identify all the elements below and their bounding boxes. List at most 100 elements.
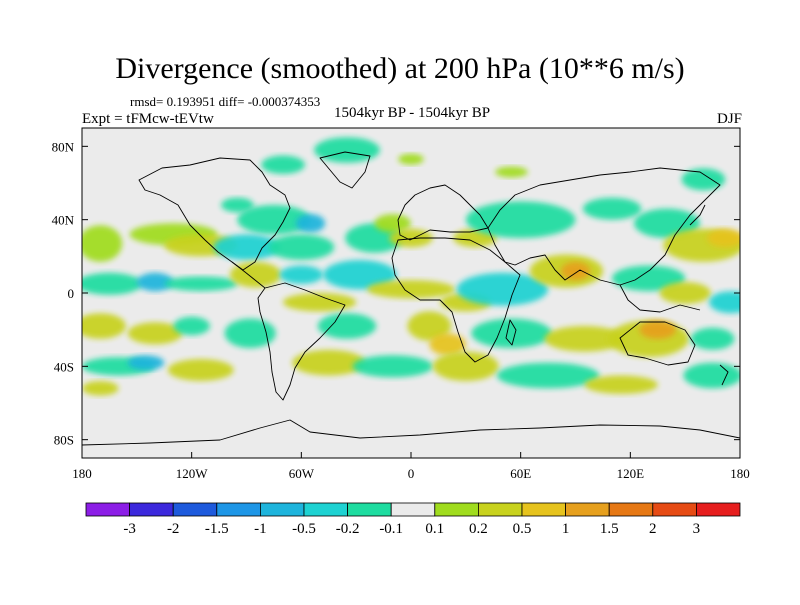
- divergence-blob-19: [634, 208, 700, 238]
- coastline-central-america: [231, 261, 266, 289]
- divergence-blob-21: [707, 228, 740, 248]
- divergence-blob-26: [279, 265, 324, 284]
- divergence-blob-56: [584, 375, 658, 394]
- divergence-blob-17: [465, 201, 576, 238]
- divergence-blob-31: [456, 272, 549, 306]
- divergence-blob-23: [136, 272, 174, 292]
- colorbar-swatch-3: [216, 502, 261, 517]
- x-tick-label-6: 180: [730, 466, 750, 481]
- coastline-new-zealand: [719, 364, 729, 386]
- colorbar-label-9: 0.5: [513, 521, 532, 537]
- x-tick-label-2: 60W: [289, 466, 315, 481]
- divergence-blob-28: [323, 260, 397, 290]
- divergence-blob-51: [167, 359, 234, 381]
- y-tick-label-4: 80S: [54, 433, 74, 448]
- divergence-blob-7: [295, 214, 326, 233]
- divergence-blob-11: [213, 234, 280, 260]
- colorbar-swatch-6: [347, 502, 392, 517]
- coastline-antarctica: [82, 419, 740, 446]
- divergence-blob-55: [496, 362, 600, 389]
- coastline-asia: [487, 167, 721, 286]
- colorbar-swatch-11: [565, 502, 610, 517]
- y-tick-label-2: 0: [68, 286, 75, 301]
- coastline-south-america: [257, 282, 346, 401]
- period-label: 1504kyr BP - 1504kyr BP: [333, 105, 491, 121]
- colorbar-label-3: -1: [254, 521, 267, 537]
- colorbar-swatch-14: [696, 502, 741, 517]
- colorbar-swatch-4: [259, 502, 305, 517]
- divergence-blob-54: [432, 351, 499, 381]
- divergence-blob-57: [683, 362, 740, 389]
- colorbar-swatch-10: [521, 502, 566, 517]
- coastline-madagascar: [505, 319, 517, 346]
- x-tick-label-1: 120W: [176, 466, 209, 481]
- divergence-blob-40: [224, 318, 276, 348]
- colorbar-label-0: -3: [123, 521, 136, 537]
- colorbar-swatch-13: [652, 502, 697, 517]
- x-tick-label-3: 0: [408, 466, 415, 481]
- divergence-blob-5: [221, 197, 254, 213]
- experiment-label: Expt = tFMcw-tEVtw: [82, 111, 214, 127]
- colorbar-swatch-12: [608, 502, 654, 517]
- divergence-blob-41: [317, 313, 377, 339]
- colorbar-label-1: -2: [167, 521, 180, 537]
- divergence-blob-22: [82, 272, 143, 295]
- x-tick-label-4: 60E: [510, 466, 531, 481]
- coastline-japan: [689, 204, 706, 226]
- colorbar-label-7: 0.1: [425, 521, 444, 537]
- divergence-blob-36: [709, 291, 740, 314]
- divergence-blob-35: [659, 282, 711, 304]
- colorbar-label-10: 1: [562, 521, 570, 537]
- colorbar-label-5: -0.2: [336, 521, 360, 537]
- colorbar-label-4: -0.5: [292, 521, 316, 537]
- colorbar-swatch-7: [390, 502, 436, 517]
- colorbar-label-6: -0.1: [379, 521, 403, 537]
- divergence-blob-52: [292, 349, 366, 376]
- divergence-blob-44: [471, 318, 552, 348]
- colorbar-label-12: 2: [649, 521, 657, 537]
- y-tick-label-3: 40S: [54, 359, 74, 374]
- colorbar-swatch-0: [85, 502, 130, 517]
- colorbar-label-2: -1.5: [205, 521, 229, 537]
- coastline-greenland: [319, 151, 371, 189]
- colorbar-swatch-8: [434, 502, 479, 517]
- divergence-blob-37: [82, 313, 126, 339]
- divergence-blob-4: [681, 168, 726, 191]
- colorbar-swatch-5: [303, 502, 348, 517]
- colorbar: -3 -2 -1.5 -1 -0.5 -0.2 -0.1 0.1 0.2 0.5 1 1.5 2 3: [85, 502, 741, 537]
- divergence-blob-0: [261, 155, 305, 174]
- divergence-blob-45: [544, 326, 625, 352]
- colorbar-label-13: 3: [693, 521, 701, 537]
- x-tick-label-0: 180: [72, 466, 92, 481]
- colorbar-label-8: 0.2: [469, 521, 488, 537]
- season-label: DJF: [716, 111, 742, 127]
- colorbar-swatch-9: [477, 502, 523, 517]
- colorbar-swatch-1: [129, 502, 174, 517]
- divergence-blob-33: [560, 261, 591, 281]
- divergence-blob-27: [283, 293, 357, 312]
- coastline-australia: [619, 321, 696, 366]
- coastline-southeast-asia: [619, 284, 701, 313]
- divergence-blob-8: [82, 225, 123, 262]
- y-tick-label-0: 80N: [52, 139, 75, 154]
- colorbar-label-11: 1.5: [600, 521, 619, 537]
- stats-label: rmsd= 0.193951 diff= -0.000374353: [130, 94, 321, 109]
- divergence-blob-58: [82, 381, 119, 396]
- divergence-blob-39: [173, 316, 210, 336]
- divergence-blob-1: [314, 137, 380, 163]
- divergence-blob-2: [398, 153, 424, 165]
- colorbar-swatch-2: [172, 502, 218, 517]
- divergence-blob-29: [367, 280, 455, 299]
- chart-title: Divergence (smoothed) at 200 hPa (10**6 …: [115, 52, 685, 85]
- divergence-blob-12: [268, 234, 335, 260]
- divergence-blob-42: [407, 311, 452, 341]
- divergence-blob-53: [352, 355, 433, 378]
- divergence-blob-14: [374, 214, 412, 233]
- divergence-blob-34: [612, 265, 686, 292]
- coastline-africa: [391, 237, 521, 363]
- divergence-blob-18: [582, 197, 642, 220]
- divergence-blob-24: [164, 276, 238, 292]
- coastline-north-america: [138, 157, 291, 271]
- divergence-blob-47: [639, 320, 677, 339]
